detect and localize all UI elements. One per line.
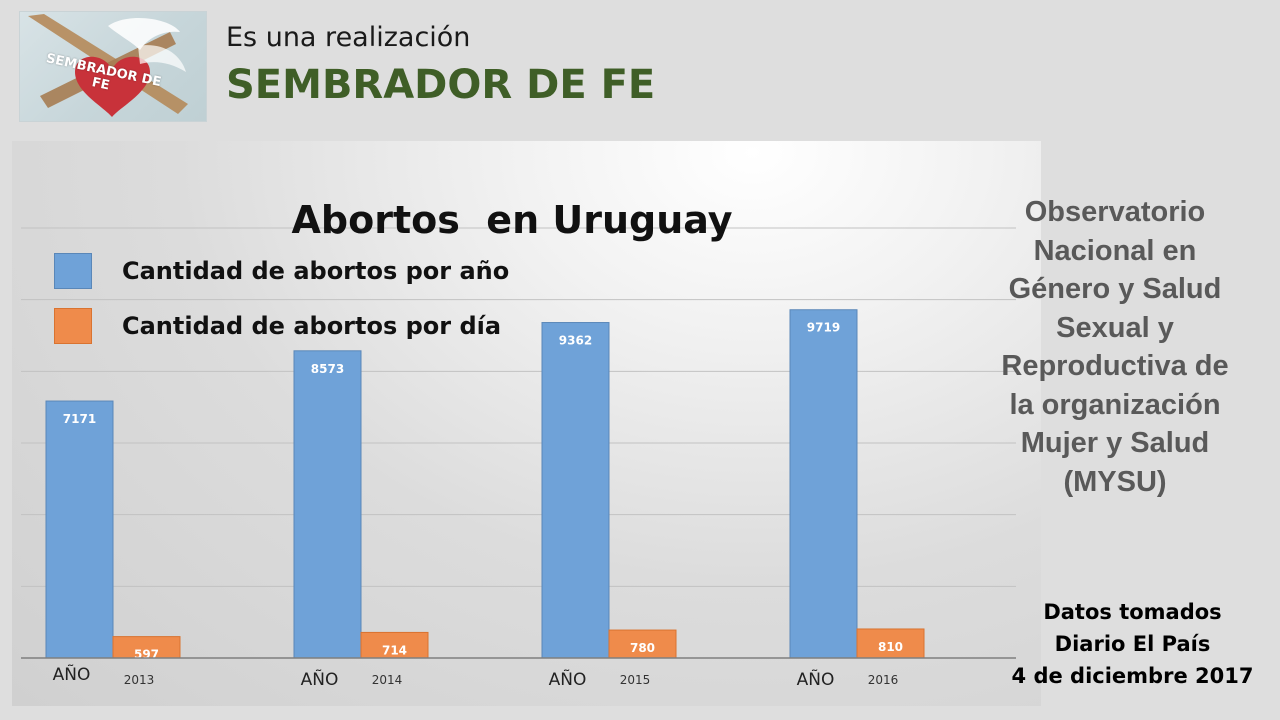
sembrador-logo: SEMBRADOR DE FE [19,11,207,122]
data-label-daily: 714 [382,643,407,657]
legend-label-annual: Cantidad de abortos por año [122,257,510,285]
category-year-label: 2015 [620,673,651,687]
legend-item-daily: Cantidad de abortos por día [54,307,501,345]
category-prefix-label: AÑO [53,663,91,685]
bar-annual [45,400,114,659]
data-label-daily: 597 [134,648,159,662]
source-line-1: Datos tomados [1043,600,1222,624]
legend-swatch-daily [54,308,92,344]
data-label-annual: 7171 [63,412,96,426]
source-line-3: 4 de diciembre 2017 [1011,664,1254,688]
logo-graphic [28,14,188,117]
category-prefix-label: AÑO [301,668,339,690]
bar-annual [789,309,858,659]
category-prefix-label: AÑO [797,668,835,690]
data-label-annual: 9362 [559,334,592,348]
source-line-2: Diario El País [1054,632,1211,656]
chart-panel: 7171 597 AÑO 2013 8573 714 AÑO 2014 9362 780 AÑO 20… [12,141,1041,706]
header-subtitle: Es una realización [226,22,471,53]
bar-annual [541,322,610,659]
header-title: SEMBRADOR DE FE [226,62,656,108]
category-prefix-label: AÑO [549,668,587,690]
data-label-annual: 8573 [311,362,344,376]
observatory-text: Observatorio Nacional en Género y Salud … [1001,196,1229,498]
category-year-label: 2016 [868,673,899,687]
bar-chart: 7171 597 AÑO 2013 8573 714 AÑO 2014 9362 780 AÑO 20… [21,227,1016,690]
chart-title: Abortos en Uruguay [291,198,733,242]
category-year-label: 2013 [124,673,155,687]
data-label-daily: 810 [878,640,903,654]
legend-item-annual: Cantidad de abortos por año [54,252,509,290]
bar-annual [293,350,362,659]
bar-daily [360,631,429,659]
legend-label-daily: Cantidad de abortos por día [122,312,502,340]
legend-swatch-annual [54,253,92,289]
data-label-annual: 9719 [807,321,840,335]
category-year-label: 2014 [372,673,403,687]
data-label-daily: 780 [630,641,655,655]
bar-daily [856,628,925,659]
source-note: Datos tomados Diario El País 4 de diciem… [1005,596,1260,692]
